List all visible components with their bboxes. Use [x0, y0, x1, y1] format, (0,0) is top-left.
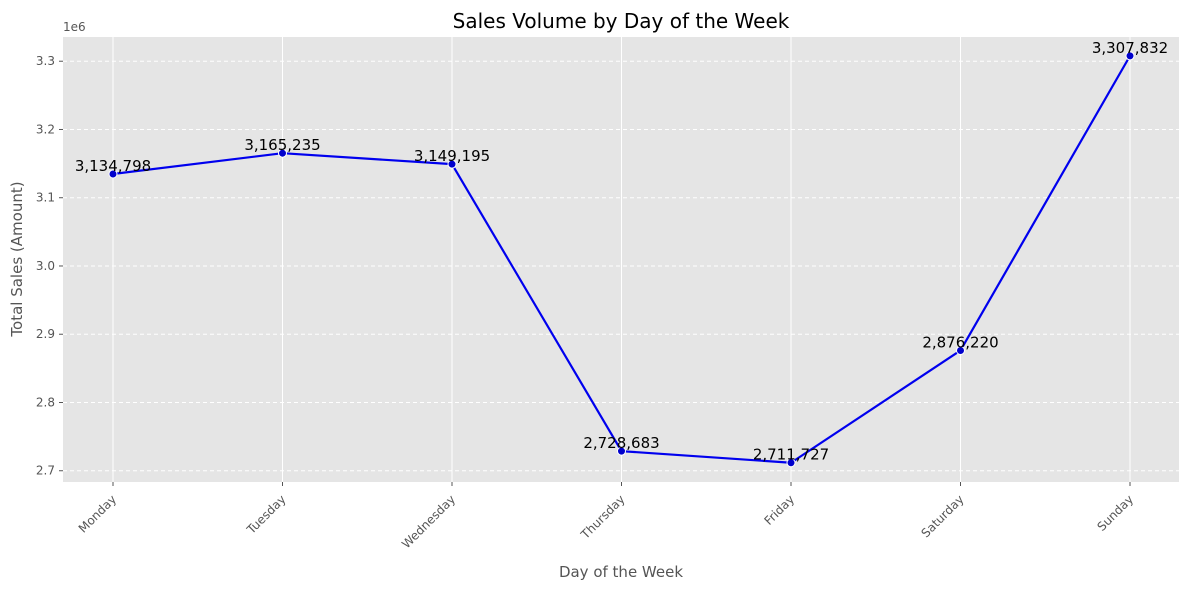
x-tick-label: Tuesday	[243, 492, 288, 537]
series-sales	[108, 51, 1135, 468]
data-label: 3,165,235	[244, 136, 320, 154]
x-tick-label: Friday	[762, 492, 798, 528]
x-axis-label: Day of the Week	[559, 563, 683, 581]
y-offset-label: 1e6	[63, 20, 86, 34]
data-label: 2,876,220	[922, 333, 998, 351]
x-tick-label: Thursday	[578, 492, 628, 542]
data-label: 2,728,683	[583, 434, 659, 452]
data-point	[447, 159, 457, 169]
x-axis-ticks: Monday Tuesday Wednesday Thursday Friday Satu…	[76, 482, 1136, 551]
data-labels: 3,134,798 3,165,235 3,149,195 2,728,683 2,71…	[75, 39, 1168, 464]
y-tick-label: 2.7	[36, 464, 55, 478]
data-label: 3,307,832	[1092, 39, 1168, 57]
y-tick-label: 2.9	[36, 327, 55, 341]
y-tick-label: 3.0	[36, 259, 55, 273]
x-tick-label: Monday	[76, 492, 119, 535]
data-label: 3,149,195	[414, 147, 490, 165]
data-point	[108, 169, 118, 179]
data-point	[786, 458, 796, 468]
data-label: 3,134,798	[75, 157, 151, 175]
y-tick-label: 3.2	[36, 122, 55, 136]
x-tick-label: Wednesday	[399, 492, 458, 551]
y-tick-label: 3.1	[36, 191, 55, 205]
chart-title: Sales Volume by Day of the Week	[453, 9, 790, 33]
data-point	[956, 345, 965, 355]
grid	[63, 37, 1179, 482]
y-tick-label: 2.8	[36, 395, 55, 409]
y-tick-label: 3.3	[36, 54, 55, 68]
data-point	[617, 446, 626, 456]
data-point	[1125, 51, 1135, 61]
x-tick-label: Sunday	[1094, 492, 1136, 534]
data-label: 2,711,727	[753, 446, 829, 464]
y-axis-ticks: 2.7 2.8 2.9 3.0 3.1 3.2 3.3	[36, 54, 63, 478]
y-axis-label: Total Sales (Amount)	[8, 181, 26, 337]
x-tick-label: Saturday	[918, 492, 966, 540]
data-point	[278, 148, 287, 158]
